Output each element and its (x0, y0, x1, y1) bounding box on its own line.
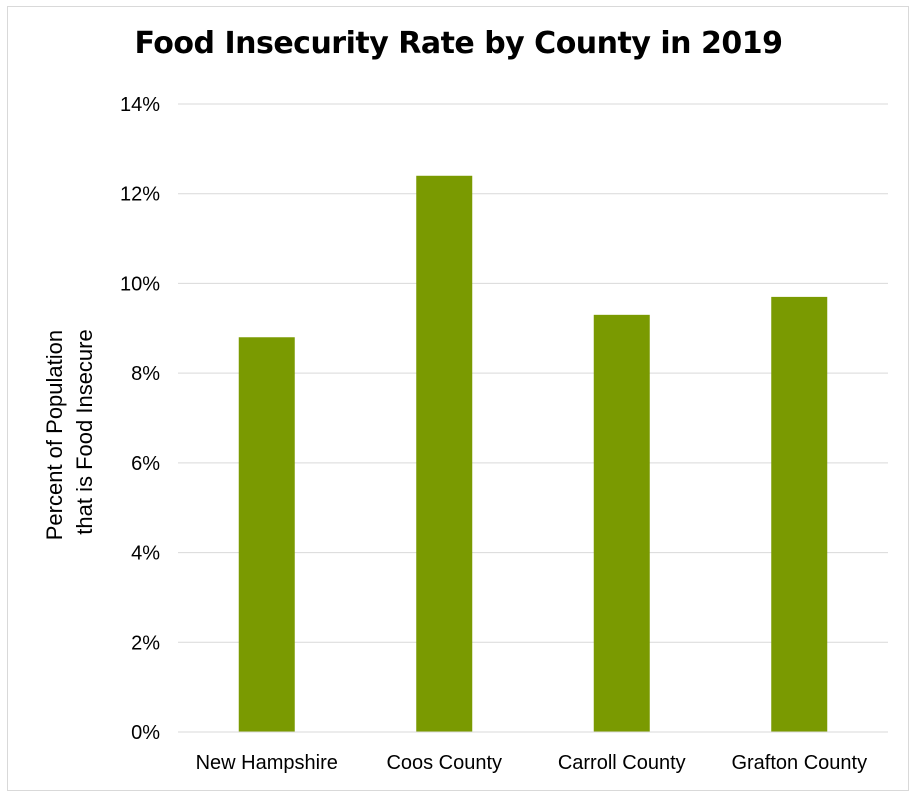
bar-coos-county (416, 175, 473, 732)
y-tick-label: 2% (131, 632, 160, 654)
x-category-label: Carroll County (558, 752, 686, 774)
gridlines (178, 103, 888, 733)
bar-new-hampshire (238, 337, 295, 732)
bar-grafton-county (771, 296, 828, 732)
y-axis-title: Percent of Population that is Food Insec… (42, 324, 97, 541)
y-tick-label: 8% (131, 363, 160, 385)
y-tick-label: 0% (131, 722, 160, 744)
y-axis: 0% 2% 4% 6% 8% 10% 12% 14% (120, 94, 160, 744)
y-axis-title-line-1: Percent of Population (42, 330, 67, 540)
x-category-label: Grafton County (731, 752, 867, 774)
x-axis: New Hampshire Coos County Carroll County Gr… (178, 731, 888, 774)
bar-carroll-county (593, 314, 650, 732)
bars (238, 175, 828, 732)
y-tick-label: 12% (120, 184, 160, 206)
y-tick-label: 14% (120, 94, 160, 116)
x-category-label: Coos County (386, 752, 502, 774)
y-tick-label: 6% (131, 453, 160, 475)
y-tick-label: 10% (120, 273, 160, 295)
y-axis-title-line-2: that is Food Insecure (72, 329, 97, 534)
x-category-label: New Hampshire (196, 752, 338, 774)
y-tick-label: 4% (131, 543, 160, 565)
chart-title: Food Insecurity Rate by County in 2019 (134, 26, 783, 61)
